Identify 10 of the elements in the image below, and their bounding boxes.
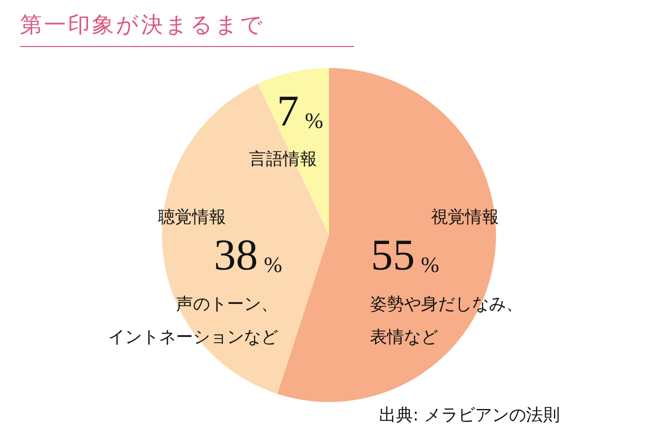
- data-label: 55%: [370, 230, 440, 280]
- slice-label: 聴覚情報: [158, 207, 226, 228]
- data-label: 38%: [214, 230, 282, 280]
- data-label: 7%: [276, 86, 324, 136]
- slice-label: 視覚情報: [431, 207, 499, 228]
- slice-label: 言語情報: [249, 149, 317, 170]
- text: 姿勢や身だしなみ、表情など: [370, 294, 523, 348]
- chart-title: 第一印象が決まるまで: [20, 10, 354, 47]
- text: 声のトーン、イントネーションなど: [108, 294, 278, 348]
- source-note: 出典: メラビアンの法則: [378, 405, 560, 426]
